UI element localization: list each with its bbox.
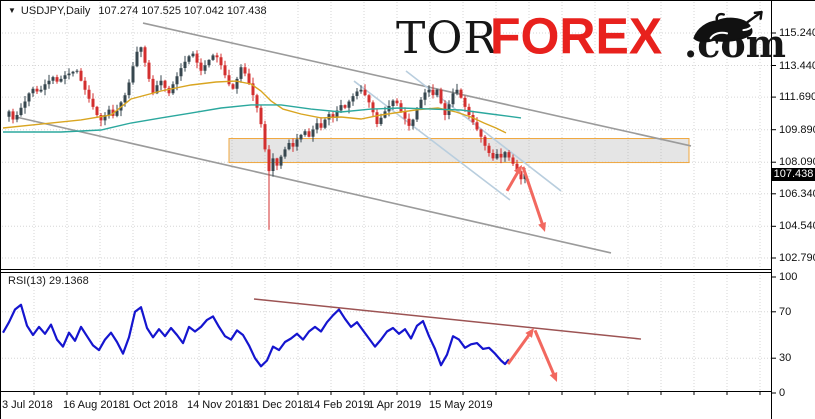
logo-text-tor: TOR [396, 13, 498, 64]
rsi-line [2, 303, 510, 368]
forecast-arrow [505, 164, 522, 192]
chart-title: ▼ USDJPY,Daily 107.274 107.525 107.042 107… [8, 5, 267, 17]
ohlc-values: 107.274 107.525 107.042 107.438 [98, 5, 267, 17]
support-zone [228, 138, 690, 164]
current-price-badge: 107.438 [771, 168, 815, 181]
price-axis-label: 109.890 [779, 124, 815, 136]
price-axis-label: 104.540 [779, 220, 815, 232]
price-axis-label: 106.340 [779, 188, 815, 200]
rsi-axis-label: 0 [779, 387, 786, 399]
date-axis-label: 3 Jul 2018 [2, 399, 53, 411]
gray-trendline [142, 22, 692, 147]
symbol-period-label: USDJPY,Daily [20, 5, 91, 17]
date-axis-label: 1 Apr 2019 [368, 399, 422, 411]
gray-trendline [15, 116, 612, 254]
price-axis-label: 108.090 [779, 156, 815, 168]
date-axis-label: 15 May 2019 [429, 399, 493, 411]
ma-slow-teal [3, 104, 522, 133]
price-axis-label: 113.440 [779, 60, 815, 72]
torforex-logo: TOR FOREX .com [394, 7, 786, 65]
bull-icon [693, 10, 763, 43]
price-axis-label: 111.690 [779, 91, 815, 103]
date-axis-label: 1 Oct 2018 [124, 399, 178, 411]
forecast-arrow [521, 166, 546, 232]
date-axis-label: 14 Feb 2019 [308, 399, 370, 411]
collapse-indicator-icon: ▼ [8, 6, 16, 15]
price-axis-label: 102.790 [779, 252, 815, 264]
rsi-axis-label: 30 [779, 352, 792, 364]
date-axis-label: 31 Dec 2018 [247, 399, 310, 411]
date-axis-label: 16 Aug 2018 [63, 399, 125, 411]
ma-fast-gold [2, 80, 507, 134]
price-axis-label: 115.240 [779, 27, 815, 39]
logo-text-forex: FOREX [490, 7, 663, 65]
rsi-forecast-arrow [533, 329, 558, 382]
rsi-indicator-label: RSI(13) 29.1368 [8, 275, 89, 287]
bear-candle-wicks [12, 45, 522, 230]
rsi-trendline [253, 298, 642, 340]
blue-channel-line [353, 80, 511, 201]
rsi-axis-label: 70 [779, 306, 792, 318]
rsi-forecast-arrow [506, 328, 534, 365]
rsi-axis-label: 100 [779, 271, 798, 283]
date-axis-label: 14 Nov 2018 [187, 399, 250, 411]
